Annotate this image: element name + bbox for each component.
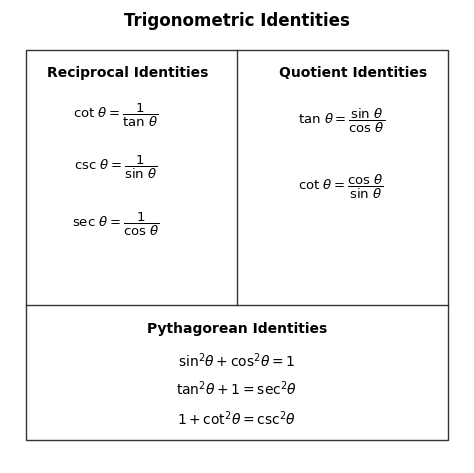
Text: $\tan\,\theta = \dfrac{\sin\,\theta}{\cos\,\theta}$: $\tan\,\theta = \dfrac{\sin\,\theta}{\co… bbox=[298, 106, 385, 135]
Text: $\tan^2\!\theta + 1 = \sec^2\!\theta$: $\tan^2\!\theta + 1 = \sec^2\!\theta$ bbox=[176, 379, 298, 398]
Text: $\cot\,\theta = \dfrac{\cos\,\theta}{\sin\,\theta}$: $\cot\,\theta = \dfrac{\cos\,\theta}{\si… bbox=[298, 173, 384, 201]
Text: $\cot\,\theta = \dfrac{1}{\tan\,\theta}$: $\cot\,\theta = \dfrac{1}{\tan\,\theta}$ bbox=[73, 102, 159, 130]
Text: Reciprocal Identities: Reciprocal Identities bbox=[47, 66, 209, 80]
Text: $\csc\,\theta = \dfrac{1}{\sin\,\theta}$: $\csc\,\theta = \dfrac{1}{\sin\,\theta}$ bbox=[74, 154, 158, 182]
Bar bbox=[26, 50, 448, 440]
Text: $\sec\,\theta = \dfrac{1}{\cos\,\theta}$: $\sec\,\theta = \dfrac{1}{\cos\,\theta}$ bbox=[72, 211, 160, 238]
Text: $1 + \cot^2\!\theta = \csc^2\!\theta$: $1 + \cot^2\!\theta = \csc^2\!\theta$ bbox=[177, 409, 297, 428]
Text: $\sin^2\!\theta + \cos^2\!\theta = 1$: $\sin^2\!\theta + \cos^2\!\theta = 1$ bbox=[178, 351, 296, 370]
Text: Pythagorean Identities: Pythagorean Identities bbox=[147, 322, 327, 336]
Text: Trigonometric Identities: Trigonometric Identities bbox=[124, 12, 350, 30]
Text: Quotient Identities: Quotient Identities bbox=[279, 66, 427, 80]
